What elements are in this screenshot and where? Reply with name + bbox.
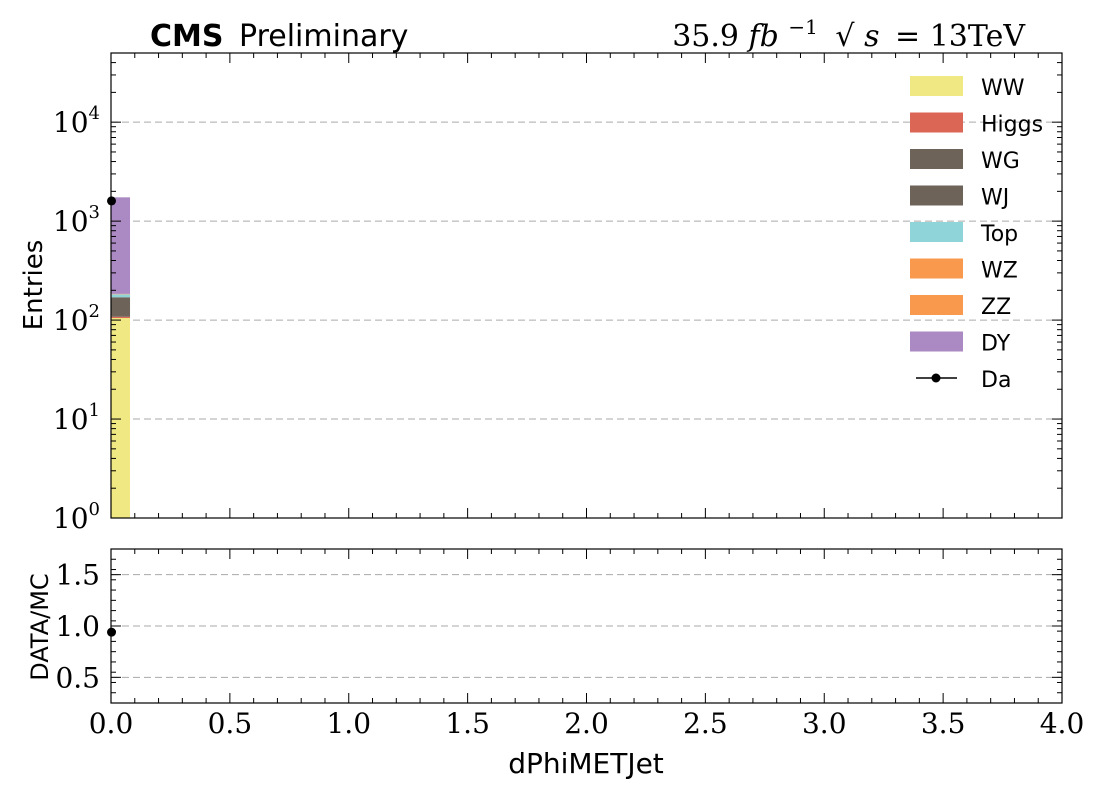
main-y-axis-label: Entries bbox=[19, 240, 49, 331]
x-tick-label: 2.0 bbox=[564, 707, 609, 740]
stack-bar-wj bbox=[111, 297, 131, 316]
x-tick-label: 4.0 bbox=[1040, 707, 1085, 740]
legend-swatch-higgs bbox=[910, 112, 963, 133]
cms-label: CMS bbox=[150, 19, 223, 54]
preliminary-label: Preliminary bbox=[239, 19, 408, 54]
x-tick-label: 2.5 bbox=[683, 707, 728, 740]
ratio-plot: 0.5 1.0 1.5 0.0 0.5 1.0 1.5 2.0 2.5 3.0 3.5 4.0 DATA… bbox=[26, 548, 1085, 780]
legend-label-zz: ZZ bbox=[981, 295, 1011, 320]
x-tick-label: 3.5 bbox=[921, 707, 966, 740]
main-plot: 100 101 102 103 104 Entries WW Higgs WG WJ Top WZ ZZ… bbox=[19, 52, 1063, 535]
stack-bar-higgs bbox=[111, 316, 131, 318]
y-tick-label: 100 bbox=[53, 499, 100, 535]
legend-swatch-dy bbox=[910, 331, 963, 352]
legend-swatch-zz bbox=[910, 295, 963, 315]
x-axis-label: dPhiMETJet bbox=[508, 747, 664, 780]
legend-label-ww: WW bbox=[981, 76, 1025, 101]
legend-label-data: Da bbox=[981, 368, 1011, 393]
sqrt-sign: √ bbox=[835, 19, 855, 54]
legend-swatch-wj bbox=[910, 185, 963, 206]
x-tick-label: 0.5 bbox=[208, 707, 253, 740]
legend-label-wj: WJ bbox=[981, 186, 1009, 211]
ratio-y-tick-label: 1.5 bbox=[55, 559, 100, 592]
y-tick-label: 104 bbox=[53, 103, 100, 139]
stack-bar-dy bbox=[111, 197, 131, 294]
legend-label-higgs: Higgs bbox=[981, 113, 1043, 138]
luminosity-label: 35.9 fb −1 √ s = 13TeV bbox=[672, 7, 1026, 54]
legend-data-marker bbox=[931, 373, 941, 383]
legend-swatch-wg bbox=[910, 149, 963, 169]
x-tick-label: 0.0 bbox=[89, 707, 134, 740]
x-tick-label: 1.0 bbox=[326, 707, 371, 740]
x-tick-label: 3.0 bbox=[802, 707, 847, 740]
y-tick-label: 103 bbox=[53, 202, 100, 238]
legend-label-dy: DY bbox=[981, 332, 1011, 357]
legend-label-wz: WZ bbox=[981, 259, 1018, 284]
y-tick-label: 101 bbox=[53, 400, 100, 436]
legend-swatch-top bbox=[910, 222, 963, 242]
ratio-y-tick-label: 0.5 bbox=[55, 661, 100, 694]
legend-swatch-ww bbox=[910, 76, 963, 96]
y-tick-label: 102 bbox=[53, 301, 100, 337]
ratio-y-tick-label: 1.0 bbox=[55, 610, 100, 643]
stack-bar-ww bbox=[111, 317, 131, 518]
chart-header: CMS Preliminary bbox=[150, 19, 408, 54]
stack-bar-top bbox=[111, 294, 131, 298]
legend-swatch-wz bbox=[910, 258, 963, 279]
ratio-axes-frame bbox=[110, 548, 1063, 704]
legend-label-wg: WG bbox=[981, 149, 1020, 174]
x-tick-label: 1.5 bbox=[445, 707, 490, 740]
legend-label-top: Top bbox=[980, 222, 1018, 247]
ratio-y-axis-label: DATA/MC bbox=[26, 573, 54, 680]
stack-bar-wg bbox=[111, 315, 131, 317]
